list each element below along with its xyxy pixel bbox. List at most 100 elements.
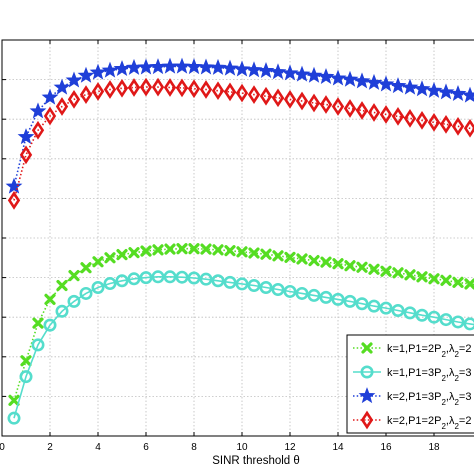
x-marker-stroke [361, 342, 373, 354]
data-point [368, 263, 380, 275]
data-point [91, 280, 105, 294]
data-point [128, 247, 140, 259]
data-point [463, 118, 474, 138]
data-point [31, 120, 45, 140]
x-marker-stroke [428, 273, 440, 285]
x-tick-label: 0 [0, 442, 5, 453]
data-point [20, 355, 32, 367]
x-marker-stroke [404, 269, 416, 281]
data-point [307, 288, 321, 302]
series-2 [7, 270, 474, 425]
legend-label-part: ,λ [446, 415, 455, 427]
x-tick-label: 4 [95, 442, 101, 453]
data-point [29, 102, 47, 119]
data-point [341, 70, 359, 87]
data-point [404, 269, 416, 281]
x-marker-stroke [116, 249, 128, 261]
data-point [151, 270, 165, 284]
x-marker-stroke [56, 279, 68, 292]
data-point [43, 318, 57, 332]
data-point [461, 86, 474, 103]
data-point [103, 80, 117, 99]
data-point [320, 256, 332, 268]
data-point [115, 78, 129, 98]
legend-label-part: k=1,P1=2P [387, 343, 441, 355]
legend-label-part: 2 [454, 374, 459, 383]
x-marker-stroke [368, 263, 380, 275]
x-marker-stroke [248, 247, 260, 259]
data-point [19, 370, 33, 384]
data-point [56, 279, 68, 292]
data-point [235, 277, 249, 291]
x-marker-stroke [80, 262, 92, 274]
x-marker-stroke [440, 274, 452, 286]
legend-label-part: =2 [459, 343, 472, 355]
x-axis-label: SINR threshold θ [212, 455, 300, 467]
legend: k=1,P1=2P2,λ2=2k=1,P1=3P2,λ2=3k=2,P1=3P2… [346, 334, 474, 434]
data-point [209, 58, 227, 75]
data-point [415, 308, 429, 322]
data-point [427, 113, 441, 132]
legend-label-part: ,λ [446, 391, 455, 403]
x-marker-stroke [320, 256, 332, 268]
data-point [236, 246, 248, 258]
data-point [353, 72, 371, 89]
data-point [187, 79, 201, 99]
x-marker-stroke [152, 244, 164, 256]
legend-label-part: ,λ [446, 343, 455, 355]
x-tick-label: 10 [236, 442, 248, 453]
data-point [151, 77, 165, 97]
data-point [464, 278, 474, 290]
data-point [17, 128, 35, 145]
data-point [367, 103, 381, 122]
series-line [13, 65, 474, 187]
x-marker-stroke [176, 243, 188, 255]
x-marker-stroke [188, 243, 200, 255]
data-point [308, 254, 320, 267]
legend-label: k=1,P1=2P2,λ2=2 [387, 343, 471, 359]
data-point [355, 101, 369, 120]
legend-marker [361, 342, 373, 354]
x-marker-stroke [380, 265, 392, 277]
x-marker-stroke [224, 245, 236, 257]
x-tick-label: 16 [380, 442, 392, 453]
data-point [175, 270, 189, 284]
data-point [295, 91, 309, 111]
data-point [329, 69, 347, 86]
data-point [331, 292, 345, 306]
data-point [377, 75, 395, 92]
data-point [79, 286, 93, 300]
x-marker-stroke [32, 317, 44, 329]
data-point [67, 90, 81, 109]
data-point [331, 97, 345, 116]
data-point [296, 253, 308, 265]
data-point [173, 57, 191, 74]
series-line [13, 247, 474, 401]
x-marker-stroke [68, 270, 80, 282]
legend-entry: k=1,P1=3P2,λ2=3 [353, 365, 471, 383]
data-point [80, 262, 92, 274]
data-point [44, 293, 56, 305]
x-tick-label: 2 [47, 442, 53, 453]
data-point [247, 279, 261, 293]
data-point [127, 272, 141, 286]
data-point [295, 286, 309, 300]
data-point [140, 245, 152, 257]
x-marker-stroke [44, 293, 56, 305]
data-point [332, 258, 344, 270]
data-point [317, 67, 335, 84]
data-point [401, 78, 419, 95]
data-point [101, 61, 119, 78]
data-point [211, 81, 225, 101]
data-point [355, 297, 369, 311]
data-point [104, 252, 116, 264]
legend-marker [358, 387, 376, 404]
x-marker-stroke [452, 276, 464, 288]
data-point [248, 247, 260, 259]
data-point [43, 106, 57, 126]
x-marker-stroke [344, 260, 356, 272]
data-point [55, 97, 69, 116]
data-point [415, 111, 429, 130]
data-point [200, 243, 212, 255]
